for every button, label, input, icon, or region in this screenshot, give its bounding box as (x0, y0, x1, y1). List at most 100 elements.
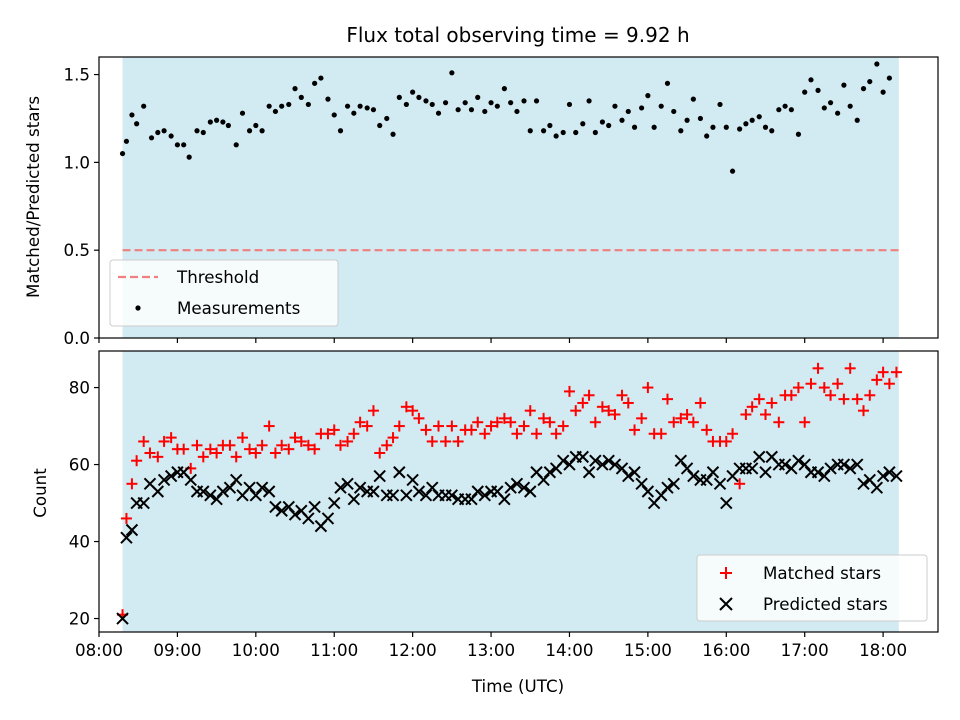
cross-stroke (765, 450, 778, 464)
data-point (168, 133, 174, 139)
x-tick-label: 15:00 (624, 640, 672, 660)
data-point (596, 458, 609, 471)
data-point (857, 477, 870, 491)
cross-stroke (210, 492, 223, 506)
data-point (510, 477, 524, 491)
data-point (253, 122, 259, 129)
data-point (759, 466, 772, 479)
data-point (557, 420, 569, 432)
data-point (667, 477, 680, 491)
data-point (429, 101, 435, 108)
data-point (871, 374, 883, 386)
y-tick-label: 0.0 (63, 328, 90, 348)
data-point (622, 469, 635, 483)
data-point (158, 435, 170, 447)
data-point (573, 129, 579, 136)
data-point (821, 105, 827, 111)
cross-stroke (504, 481, 517, 494)
data-point (249, 489, 263, 502)
data-point (259, 128, 265, 134)
data-point (255, 481, 269, 494)
data-point (818, 469, 831, 483)
data-point (798, 458, 811, 471)
data-point (197, 485, 210, 498)
data-point (210, 492, 223, 506)
data-point (874, 61, 880, 67)
data-point (272, 108, 279, 115)
cross-stroke (524, 485, 537, 498)
cross-stroke (197, 485, 210, 498)
data-point (151, 485, 165, 498)
data-point (687, 469, 700, 483)
data-point (729, 168, 736, 174)
data-point (377, 122, 383, 129)
cross-stroke (216, 485, 230, 498)
data-point (556, 454, 570, 467)
data-point (668, 416, 680, 428)
data-point (144, 447, 156, 459)
data-point (393, 420, 405, 432)
data-point (743, 121, 749, 127)
data-point (406, 473, 419, 487)
cross-stroke (589, 454, 602, 467)
data-point (622, 397, 634, 409)
x-tick-label: 16:00 (702, 640, 750, 660)
cross-stroke (655, 489, 668, 502)
data-point (870, 481, 884, 494)
cross-stroke (230, 473, 243, 487)
data-point (580, 121, 586, 127)
plot-frame (98, 56, 939, 339)
cross-stroke (837, 458, 851, 471)
cross-stroke (615, 462, 629, 475)
data-point (543, 466, 557, 479)
data-point (671, 108, 677, 115)
data-point (181, 142, 187, 148)
data-point (276, 439, 288, 451)
data-point (465, 424, 477, 436)
data-point (681, 409, 693, 421)
data-point (835, 110, 841, 116)
data-point (262, 485, 276, 498)
data-point (583, 389, 595, 401)
data-point (119, 150, 126, 157)
data-point (403, 101, 409, 108)
data-point (876, 469, 890, 483)
data-point (498, 412, 510, 424)
cross-stroke (628, 466, 641, 479)
cross-stroke (275, 504, 288, 517)
cross-stroke (386, 489, 400, 502)
data-point (225, 122, 231, 129)
series-matched-stars (117, 362, 902, 621)
data-point (701, 424, 713, 436)
cross-stroke (543, 466, 557, 479)
bottom-legend: Matched stars Predicted stars (696, 554, 928, 622)
legend-predicted-label: Predicted stars (763, 594, 888, 614)
cross-stroke (295, 504, 308, 517)
data-point (844, 362, 856, 374)
data-point (628, 466, 641, 479)
data-point (619, 117, 625, 123)
data-point (230, 473, 243, 487)
data-point (606, 122, 612, 129)
cross-stroke (706, 466, 720, 479)
data-point (426, 435, 438, 447)
x-tick-label: 11:00 (310, 640, 358, 660)
data-point (445, 489, 459, 502)
data-point (629, 424, 641, 436)
data-point (570, 405, 582, 417)
cross-stroke (373, 469, 386, 483)
data-point (762, 124, 769, 130)
cross-stroke (537, 473, 550, 487)
top-y-axis-label: Matched/Predicted stars (23, 96, 43, 298)
data-point (465, 492, 478, 506)
data-point (191, 439, 203, 451)
data-point (524, 405, 536, 417)
data-point (615, 462, 629, 475)
data-point (756, 114, 762, 120)
data-point (178, 443, 190, 455)
data-point (825, 389, 837, 401)
data-point (341, 477, 354, 491)
data-point (318, 75, 324, 81)
data-point (687, 416, 699, 428)
data-point (337, 128, 344, 134)
